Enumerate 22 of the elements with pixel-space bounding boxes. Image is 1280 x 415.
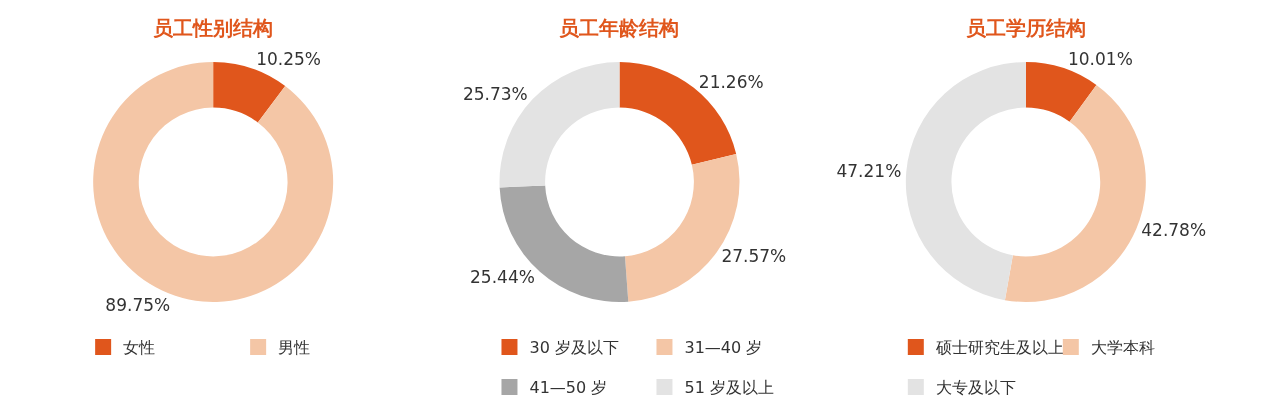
legend-label: 大专及以下: [935, 378, 1016, 398]
legend-label: 51 岁及以上: [684, 378, 774, 398]
data-label: 47.21%: [836, 161, 902, 182]
chart-title: 员工学历结构: [966, 16, 1086, 40]
data-label: 25.73%: [462, 84, 528, 105]
legend-label: 30 岁及以下: [529, 338, 619, 358]
chart-title: 员工年龄结构: [559, 16, 679, 40]
chart-title: 员工性别结构: [153, 16, 273, 40]
legend-label: 大学本科: [1090, 338, 1155, 358]
legend-label: 硕士研究生及以上: [934, 338, 1064, 358]
data-label: 21.26%: [698, 71, 764, 92]
legend-label: 男性: [278, 338, 311, 358]
legend-label: 41—50 岁: [529, 378, 608, 398]
data-label: 10.25%: [256, 49, 321, 70]
data-label: 27.57%: [721, 246, 787, 267]
donut-slice: [905, 62, 1026, 301]
legend-label: 女性: [123, 338, 156, 358]
data-label: 25.44%: [470, 267, 535, 288]
data-label: 42.78%: [1141, 220, 1207, 241]
legend-label: 31—40 岁: [684, 338, 763, 358]
data-label: 10.01%: [1067, 48, 1133, 69]
data-label: 89.75%: [105, 294, 171, 315]
